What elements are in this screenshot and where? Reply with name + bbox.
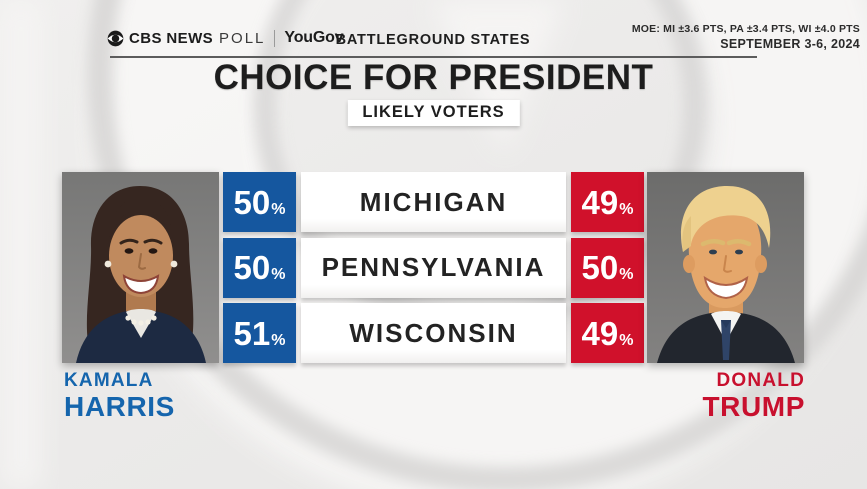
- harris-value: 50: [233, 249, 271, 286]
- table-row: 50% MICHIGAN 49%: [223, 172, 644, 232]
- harris-value: 50: [233, 183, 271, 221]
- harris-portrait-image: [62, 172, 219, 363]
- harris-value: 51: [233, 314, 271, 352]
- poll-wordmark: POLL: [219, 29, 266, 47]
- percent-sign: %: [619, 331, 634, 349]
- trump-value: 50: [581, 249, 619, 286]
- table-row: 50% PENNSYLVANIA 50%: [223, 237, 644, 298]
- harris-last-name: HARRIS: [64, 391, 175, 422]
- percent-sign: %: [271, 200, 286, 218]
- battleground-results-table: 50% MICHIGAN 49% 50% PENNSYLVANIA 50% 51…: [223, 172, 644, 363]
- harris-score-pennsylvania: 50%: [223, 237, 296, 298]
- table-row: 51% WISCONSIN 49%: [223, 303, 644, 363]
- trump-name-label: DONALD TRUMP: [702, 371, 805, 421]
- state-label-pennsylvania: PENNSYLVANIA: [301, 237, 566, 298]
- battleground-states-banner: BATTLEGROUND STATES: [335, 32, 531, 48]
- cbs-news-wordmark: CBS NEWS: [129, 29, 214, 47]
- percent-sign: %: [619, 266, 634, 283]
- harris-score-wisconsin: 51%: [223, 303, 296, 363]
- likely-voters-badge: LIKELY VOTERS: [347, 100, 520, 126]
- harris-photo: [62, 172, 219, 363]
- trump-value: 49: [581, 314, 619, 352]
- harris-first-name: KAMALA: [64, 370, 154, 391]
- harris-name-label: KAMALA HARRIS: [64, 371, 175, 421]
- logo-divider: [274, 29, 276, 47]
- page-title: CHOICE FOR PRESIDENT: [213, 58, 654, 97]
- percent-sign: %: [271, 266, 286, 283]
- trump-score-wisconsin: 49%: [571, 303, 644, 363]
- harris-score-michigan: 50%: [223, 172, 296, 232]
- trump-last-name: TRUMP: [702, 391, 805, 422]
- poll-dates: SEPTEMBER 3-6, 2024: [720, 37, 860, 51]
- trump-photo: [647, 172, 804, 363]
- margin-of-error-block: MOE: MI ±3.6 PTS, PA ±3.4 PTS, WI ±4.0 P…: [632, 23, 860, 52]
- trump-score-michigan: 49%: [571, 172, 644, 232]
- state-label-wisconsin: WISCONSIN: [301, 303, 566, 363]
- yougov-wordmark: YouGov: [284, 29, 344, 46]
- state-label-michigan: MICHIGAN: [301, 172, 566, 232]
- trump-score-pennsylvania: 50%: [571, 237, 644, 298]
- moe-text: MOE: MI ±3.6 PTS, PA ±3.4 PTS, WI ±4.0 P…: [631, 23, 860, 35]
- percent-sign: %: [619, 200, 634, 218]
- header-divider-line: [110, 56, 757, 58]
- cbs-eye-icon: [107, 30, 124, 46]
- percent-sign: %: [271, 331, 286, 349]
- cbs-news-poll-logo: CBS NEWS POLL YouGov: [107, 29, 344, 47]
- trump-value: 49: [581, 183, 619, 221]
- trump-first-name: DONALD: [716, 370, 805, 391]
- trump-portrait-image: [647, 172, 804, 363]
